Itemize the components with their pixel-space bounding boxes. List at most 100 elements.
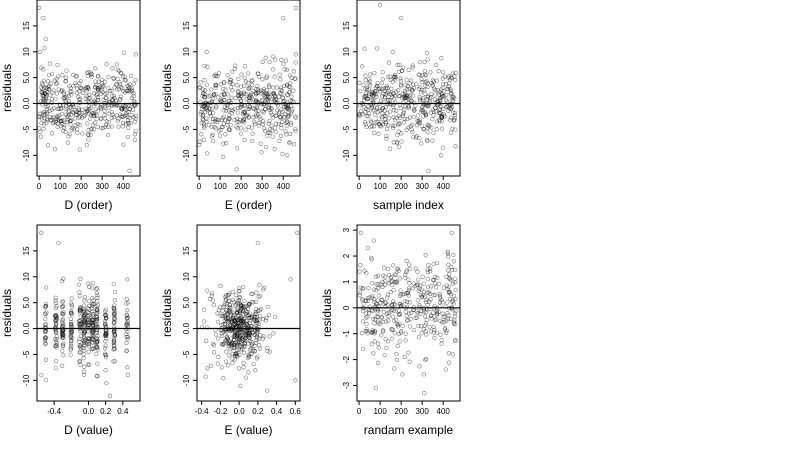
data-point	[43, 303, 49, 309]
data-point	[102, 318, 108, 324]
data-point	[106, 111, 111, 116]
y-axis-label: residuals	[320, 289, 334, 337]
data-point	[410, 87, 415, 93]
data-point	[427, 96, 433, 101]
data-point	[125, 319, 130, 324]
data-point	[247, 105, 253, 110]
data-point	[436, 110, 442, 115]
data-point	[58, 119, 64, 124]
data-point	[253, 318, 259, 323]
data-point	[237, 316, 242, 321]
data-point	[247, 338, 253, 344]
data-point	[263, 128, 268, 134]
data-point	[236, 347, 241, 352]
data-point	[408, 93, 413, 98]
data-point	[370, 295, 375, 300]
data-point	[109, 115, 114, 120]
data-point	[229, 319, 234, 324]
data-point	[364, 124, 369, 130]
data-point	[385, 339, 391, 344]
data-point	[253, 92, 259, 97]
data-point	[263, 318, 269, 323]
data-point	[200, 87, 205, 92]
data-point	[43, 322, 48, 327]
data-point	[425, 81, 430, 86]
data-point	[82, 337, 88, 342]
data-point	[198, 111, 203, 117]
data-point	[439, 56, 444, 61]
data-point	[52, 147, 58, 152]
data-point	[90, 323, 95, 329]
data-point	[237, 336, 242, 341]
data-point	[50, 115, 55, 121]
data-point	[243, 304, 248, 309]
data-point	[216, 354, 221, 360]
x-tick-label: 300	[415, 182, 429, 191]
data-point	[250, 78, 255, 83]
data-point	[224, 334, 229, 339]
data-point	[77, 289, 82, 295]
y-tick-label: 10	[182, 272, 191, 281]
data-point	[227, 304, 232, 310]
data-point	[230, 297, 236, 303]
data-point	[451, 320, 457, 325]
data-point	[237, 295, 242, 301]
data-point	[422, 294, 428, 299]
data-point	[44, 107, 50, 112]
data-point	[223, 297, 229, 302]
data-point	[63, 112, 69, 117]
data-point	[385, 111, 390, 116]
data-point	[232, 330, 238, 335]
data-point	[78, 85, 83, 91]
data-point	[112, 96, 117, 101]
data-point	[237, 335, 243, 340]
data-point	[396, 129, 401, 134]
data-point	[446, 360, 452, 365]
data-point	[63, 98, 68, 104]
data-point	[90, 336, 95, 342]
data-point	[82, 369, 87, 374]
data-point	[386, 116, 392, 121]
data-point	[245, 355, 250, 360]
data-point	[114, 82, 119, 87]
data-point	[230, 82, 236, 87]
data-point	[220, 314, 226, 319]
data-point	[241, 116, 247, 121]
data-point	[425, 94, 431, 99]
data-point	[282, 83, 287, 89]
data-point	[104, 329, 109, 334]
data-point	[85, 84, 90, 90]
data-point	[385, 74, 391, 79]
data-point	[427, 299, 432, 304]
data-point	[56, 106, 61, 112]
data-point	[49, 117, 54, 123]
data-point	[60, 311, 66, 317]
data-point	[240, 306, 245, 311]
data-point	[262, 107, 268, 112]
data-point	[261, 110, 267, 115]
data-point	[217, 128, 222, 133]
data-point	[425, 290, 430, 295]
data-point	[394, 140, 400, 145]
data-point	[434, 127, 439, 132]
data-point	[429, 80, 434, 86]
data-point	[45, 84, 51, 90]
data-point	[429, 125, 434, 130]
data-point	[394, 140, 400, 146]
data-point	[131, 115, 136, 120]
data-point	[380, 106, 385, 111]
data-point	[260, 109, 265, 114]
data-point	[246, 312, 251, 317]
data-point	[233, 352, 238, 357]
data-point	[219, 331, 224, 336]
data-point	[228, 122, 233, 128]
data-point	[434, 330, 440, 336]
data-point	[366, 93, 372, 98]
data-point	[82, 323, 87, 329]
data-point	[83, 96, 88, 101]
x-tick-label: 100	[373, 407, 387, 416]
data-point	[52, 313, 58, 318]
data-point	[252, 343, 257, 349]
